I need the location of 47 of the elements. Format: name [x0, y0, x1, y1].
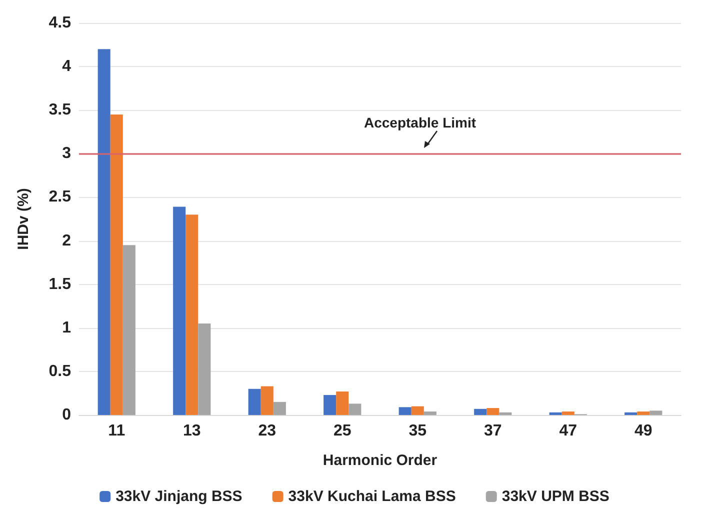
y-tick-label: 2 [62, 232, 72, 250]
y-tick-label: 1 [62, 319, 72, 336]
x-tick-label: 49 [634, 422, 652, 440]
bar [486, 408, 500, 415]
bar [273, 402, 286, 415]
bar [122, 245, 136, 415]
bar [248, 388, 261, 415]
bar [348, 404, 362, 415]
bar [411, 406, 424, 415]
bar [549, 412, 562, 415]
x-tick-label: 23 [258, 422, 276, 440]
ref-line-label: Acceptable Limit [364, 114, 476, 131]
y-tick-label: 2.5 [48, 188, 72, 206]
bar [186, 214, 198, 415]
bar [260, 386, 274, 415]
y-tick-label: 3 [62, 145, 72, 162]
bar [474, 408, 487, 415]
y-axis-title: IHDv (%) [15, 188, 32, 250]
x-tick-label: 13 [182, 422, 201, 440]
bar [110, 114, 123, 415]
bar [637, 412, 650, 415]
bar [336, 391, 349, 415]
bar [650, 410, 662, 415]
bar [398, 407, 412, 415]
bar [624, 412, 638, 415]
y-tick-label: 0.5 [48, 362, 72, 380]
bar [562, 412, 574, 415]
y-tick-label: 4.5 [48, 14, 72, 32]
y-tick-label: 0 [62, 406, 72, 424]
x-tick-label: 47 [559, 422, 578, 440]
bar [499, 412, 512, 415]
x-tick-label: 25 [333, 422, 352, 440]
y-tick-label: 3.5 [48, 102, 72, 119]
y-tick-label: 4 [62, 58, 72, 76]
x-tick-label: 37 [484, 422, 502, 440]
x-tick-label: 35 [408, 422, 427, 440]
y-tick-label: 1.5 [48, 276, 72, 293]
x-axis-title: Harmonic Order [322, 452, 438, 469]
bar [98, 49, 110, 415]
bar [173, 206, 186, 415]
x-tick-label: 11 [108, 422, 126, 440]
legend-label: 33kV Kuchai Lama BSS [288, 488, 456, 505]
bar [198, 324, 211, 415]
legend-label: 33kV UPM BSS [502, 488, 610, 505]
bar [424, 412, 436, 415]
bar [324, 394, 336, 415]
legend-label: 33kV Jinjang BSS [116, 488, 242, 505]
